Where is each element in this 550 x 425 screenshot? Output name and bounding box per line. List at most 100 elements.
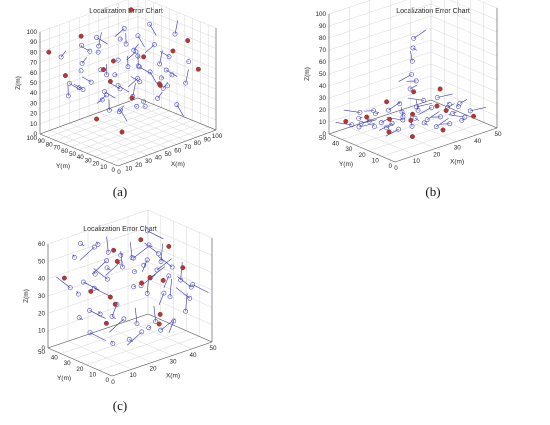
anchor-node-point: [386, 129, 392, 135]
unknown-node-point: [76, 291, 81, 297]
error-line: [180, 262, 183, 281]
z-tick-label: 70: [319, 47, 327, 54]
y-tick-label: 20: [92, 161, 100, 168]
grid-line: [39, 5, 139, 43]
grid-line: [47, 261, 149, 297]
y-tick-label: 70: [53, 145, 61, 152]
error-line: [80, 70, 82, 72]
error-line: [148, 326, 151, 329]
unknown-node-point: [421, 98, 427, 103]
frame-edge: [430, 99, 498, 129]
unknown-node-point: [95, 49, 101, 55]
y-axis-label: Y(m): [56, 163, 70, 170]
unknown-node-point: [158, 327, 164, 333]
grid-line: [328, 51, 432, 87]
anchor-node-point: [129, 95, 135, 101]
x-axis-line: [111, 341, 213, 377]
grid-line: [328, 27, 432, 63]
grid-line: [147, 244, 213, 273]
chart-panel-c: Localization Error Chart0102030405001020…: [23, 209, 217, 413]
axes: [39, 28, 217, 167]
grid-line: [137, 16, 217, 49]
y-tick-label: 50: [38, 349, 46, 356]
error-line: [361, 119, 377, 124]
z-tick-label: 10: [30, 121, 38, 128]
error-line: [133, 285, 136, 288]
error-line: [134, 270, 137, 272]
grid-line: [107, 327, 173, 356]
unknown-node-point: [386, 107, 391, 113]
anchor-node-point: [111, 247, 117, 253]
grid-line: [369, 120, 436, 149]
axes: [47, 238, 213, 377]
unknown-node-point: [123, 41, 129, 47]
anchor-node-point: [180, 265, 186, 271]
anchor-node-point: [384, 99, 390, 105]
anchor-node-point: [434, 103, 440, 109]
grid-line: [39, 56, 139, 94]
anchor-node-point: [343, 118, 349, 124]
x-tick-label: 30: [169, 359, 177, 366]
unknown-node-point: [400, 117, 406, 123]
anchor-node-point: [387, 116, 393, 122]
grid-line: [47, 209, 149, 245]
unknown-node-point: [459, 117, 465, 123]
error-line: [130, 241, 133, 258]
grid-line: [137, 36, 217, 70]
y-axis-label: Y(m): [339, 161, 353, 168]
grid-line: [328, 0, 408, 27]
x-tick-label: 20: [135, 162, 143, 169]
y-tick-label: 40: [332, 141, 340, 148]
anchor-node-point: [107, 78, 113, 84]
grid-line: [127, 320, 193, 350]
unknown-node-point: [87, 330, 93, 335]
z-tick-label: 100: [26, 29, 37, 36]
unknown-node-point: [373, 111, 378, 117]
error-line: [418, 107, 432, 115]
error-line: [94, 287, 111, 297]
grid-line: [328, 39, 432, 75]
z-tick-label: 40: [38, 276, 46, 283]
z-tick-label: 40: [319, 83, 327, 90]
x-tick-label: 50: [209, 345, 217, 352]
grid-line: [39, 67, 139, 104]
x-tick-label: 100: [212, 133, 223, 140]
z-tick-label: 60: [30, 70, 38, 77]
error-line: [130, 76, 140, 83]
unknown-node-point: [58, 54, 64, 60]
unknown-node-point: [157, 61, 163, 67]
grid-line: [328, 15, 432, 51]
error-line: [400, 106, 404, 118]
unknown-node-point: [457, 100, 463, 106]
anchor-node-point: [160, 277, 166, 283]
unknown-node-point: [409, 58, 415, 64]
grid-line: [60, 319, 161, 354]
x-tick-label: 70: [184, 144, 192, 151]
x-tick-label: 0: [117, 169, 121, 176]
x-tick-label: 10: [413, 158, 421, 165]
unknown-node-point: [78, 241, 83, 246]
unknown-node-point: [105, 249, 111, 255]
anchor-node-point: [46, 49, 52, 55]
anchor-node-point: [88, 288, 94, 294]
unknown-node-point: [413, 78, 419, 84]
frame-edge: [39, 97, 139, 135]
grid-line: [55, 104, 154, 141]
error-line: [89, 332, 106, 341]
y-tick-label: 60: [61, 148, 69, 155]
unknown-node-point: [183, 308, 188, 314]
unknown-node-point: [158, 75, 164, 81]
unknown-node-point: [131, 284, 136, 290]
y-axis-line: [39, 133, 119, 167]
z-tick-label: 20: [319, 107, 327, 114]
anchor-node-point: [411, 89, 417, 95]
unknown-node-point: [187, 295, 193, 301]
unknown-node-point: [79, 61, 85, 66]
error-line: [153, 305, 156, 322]
z-tick-label: 0: [33, 131, 37, 138]
unknown-node-point: [118, 252, 124, 258]
grid: [47, 209, 213, 377]
x-tick-label: 50: [164, 151, 172, 158]
x-axis-line: [117, 129, 217, 167]
